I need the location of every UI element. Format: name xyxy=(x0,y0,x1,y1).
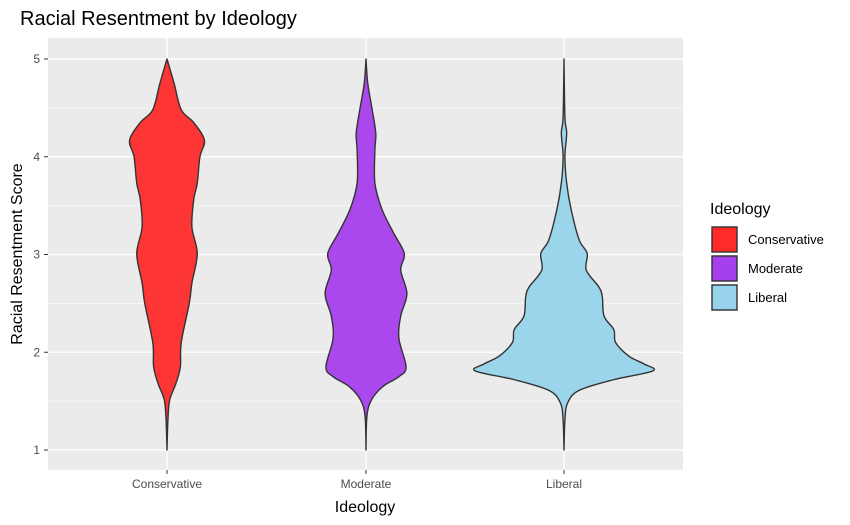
legend-label: Moderate xyxy=(748,261,803,276)
y-tick-label: 1 xyxy=(33,443,40,457)
y-axis-label: Racial Resentment Score xyxy=(9,163,26,345)
y-tick-label: 5 xyxy=(33,52,40,66)
x-axis-label: Ideology xyxy=(335,499,396,516)
y-tick-label: 3 xyxy=(33,248,40,262)
violin-moderate xyxy=(324,58,408,451)
violin-liberal xyxy=(472,58,656,451)
violin-conservative xyxy=(128,58,206,451)
x-tick-label: Liberal xyxy=(546,477,582,491)
y-tick-label: 2 xyxy=(33,345,40,359)
legend-key-moderate xyxy=(711,255,738,282)
x-tick-label: Moderate xyxy=(341,477,392,491)
legend-key-liberal xyxy=(711,284,738,311)
legend-key-conservative xyxy=(711,226,738,253)
legend: Ideology Conservative Moderate Liberal xyxy=(710,201,824,311)
legend-label: Conservative xyxy=(748,232,824,247)
chart-title: Racial Resentment by Ideology xyxy=(20,8,297,30)
legend-title: Ideology xyxy=(710,201,771,218)
legend-label: Liberal xyxy=(748,290,787,305)
x-tick-label: Conservative xyxy=(132,477,202,491)
y-tick-label: 4 xyxy=(33,150,40,164)
